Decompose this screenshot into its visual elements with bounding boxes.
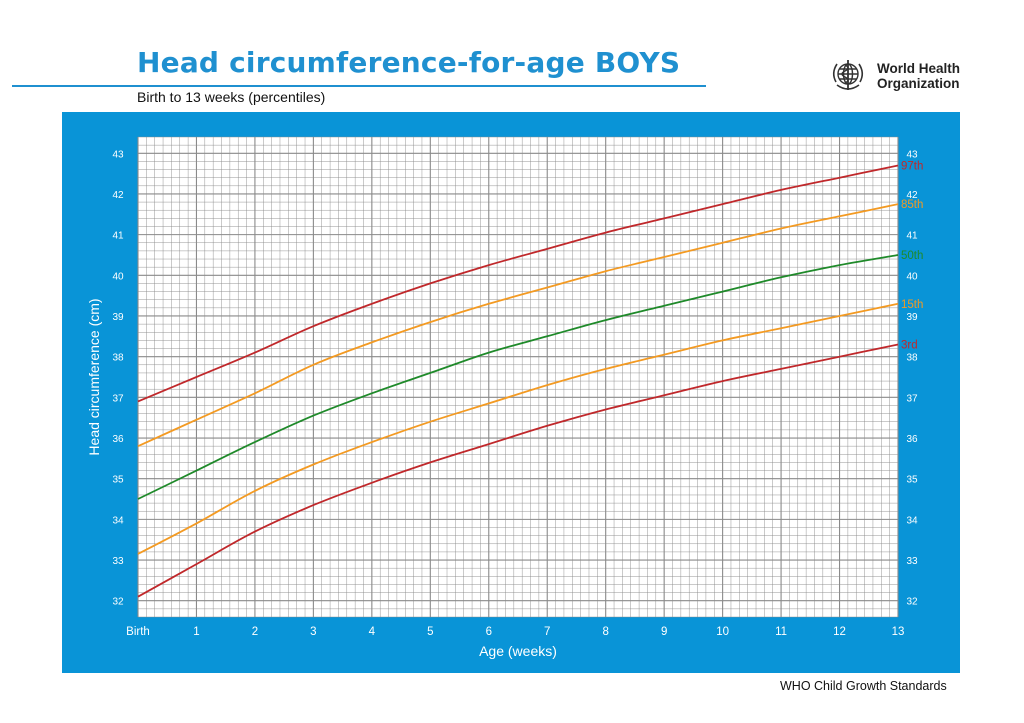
series-line-97th — [137, 164, 899, 403]
footer-text: WHO Child Growth Standards — [780, 679, 947, 693]
page-subtitle: Birth to 13 weeks (percentiles) — [137, 89, 326, 105]
y-tick-left-32: 32 — [112, 597, 124, 608]
y-tick-right-35: 35 — [906, 475, 918, 486]
y-tick-right-34: 34 — [906, 515, 918, 526]
page-title: Head circumference-for-age BOYS — [137, 46, 681, 79]
y-tick-right-32: 32 — [906, 597, 918, 608]
series-label-85th: 85th — [901, 199, 923, 211]
y-tick-right-42: 42 — [906, 190, 918, 201]
y-tick-left-39: 39 — [112, 312, 124, 323]
y-tick-left-38: 38 — [112, 353, 124, 364]
who-emblem-icon — [832, 60, 864, 90]
x-tick-5: 5 — [427, 626, 433, 638]
x-tick-4: 4 — [369, 626, 376, 638]
series-line-50th — [137, 254, 899, 500]
y-tick-right-37: 37 — [906, 393, 918, 404]
y-tick-left-33: 33 — [112, 556, 124, 567]
x-tick-2: 2 — [252, 626, 258, 638]
y-tick-left-43: 43 — [112, 149, 124, 160]
y-tick-right-41: 41 — [906, 231, 918, 242]
y-tick-right-40: 40 — [906, 271, 918, 282]
x-tick-9: 9 — [661, 626, 667, 638]
y-tick-left-40: 40 — [112, 271, 124, 282]
y-tick-right-36: 36 — [906, 434, 918, 445]
y-tick-left-34: 34 — [112, 515, 124, 526]
x-tick-7: 7 — [544, 626, 550, 638]
x-tick-13: 13 — [892, 626, 905, 638]
y-tick-right-39: 39 — [906, 312, 918, 323]
x-tick-10: 10 — [716, 626, 729, 638]
y-tick-left-42: 42 — [112, 190, 124, 201]
x-tick-8: 8 — [602, 626, 608, 638]
series-line-15th — [137, 302, 899, 555]
series-label-50th: 50th — [901, 250, 923, 262]
y-tick-left-37: 37 — [112, 393, 124, 404]
organization-name: World Health Organization — [877, 61, 960, 91]
x-axis-label: Age (weeks) — [479, 643, 557, 659]
series-lines: 97th 85th 50th 15th 3rd — [137, 160, 923, 598]
plot-area — [138, 137, 898, 617]
x-tick-1: 1 — [193, 626, 199, 638]
x-tick-11: 11 — [775, 626, 787, 638]
organization-name-line-1: World Health — [877, 61, 961, 76]
series-label-3rd: 3rd — [901, 339, 918, 351]
y-axis-label: Head circumference (cm) — [86, 298, 102, 455]
y-tick-right-38: 38 — [906, 353, 918, 364]
series-label-15th: 15th — [901, 299, 923, 311]
y-tick-left-36: 36 — [112, 434, 124, 445]
x-tick-12: 12 — [833, 626, 846, 638]
x-tick-Birth: Birth — [126, 626, 150, 638]
y-tick-left-41: 41 — [112, 231, 124, 242]
series-line-3rd — [137, 343, 899, 598]
series-line-85th — [137, 203, 899, 448]
y-tick-right-33: 33 — [906, 556, 918, 567]
x-tick-6: 6 — [486, 626, 492, 638]
y-tick-right-43: 43 — [906, 149, 918, 160]
y-tick-left-35: 35 — [112, 475, 124, 486]
x-tick-3: 3 — [310, 626, 316, 638]
title-underline — [12, 85, 706, 87]
series-label-97th: 97th — [901, 160, 923, 172]
organization-name-line-2: Organization — [877, 76, 960, 91]
